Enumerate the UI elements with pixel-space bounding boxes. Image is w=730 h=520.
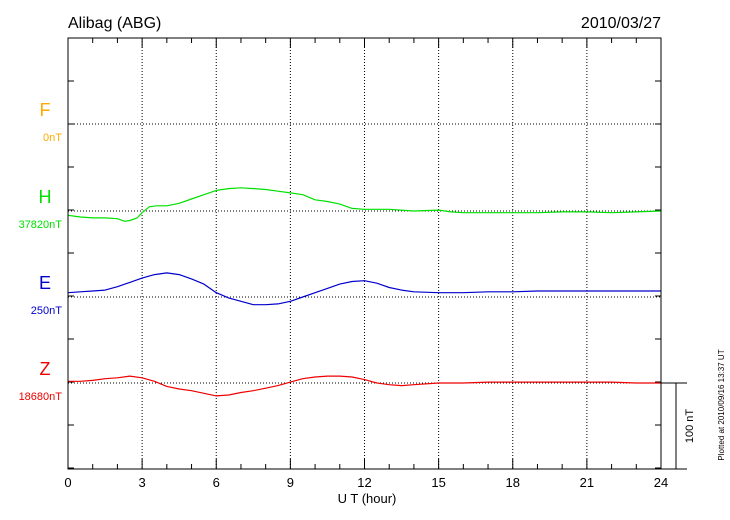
plot-frame <box>67 37 662 470</box>
component-label-h: H <box>39 187 52 207</box>
scale-bar <box>661 382 687 470</box>
x-tick-label: 18 <box>506 475 520 490</box>
trace-z <box>68 375 661 397</box>
component-label-f: F <box>40 100 51 120</box>
x-tick-label: 15 <box>431 475 445 490</box>
trace-e <box>67 272 661 306</box>
chart-date: 2010/03/27 <box>581 15 661 32</box>
plotted-at-footer: Plotted at 2010/09/16 13:37 UT <box>717 349 726 460</box>
baseline-value-f: 0nT <box>43 132 62 144</box>
x-tick-label: 3 <box>139 475 146 490</box>
x-tick-label: 21 <box>580 475 594 490</box>
x-tick-label: 9 <box>287 475 294 490</box>
x-tick-label: 6 <box>213 475 220 490</box>
x-tick-label: 0 <box>64 475 71 490</box>
x-tick-label: 12 <box>357 475 371 490</box>
x-axis-label: U T (hour) <box>338 491 397 506</box>
x-tick-label: 24 <box>654 475 668 490</box>
baseline-value-h: 37820nT <box>19 219 63 231</box>
baseline-value-e: 250nT <box>31 305 62 317</box>
component-label-e: E <box>39 273 51 293</box>
baseline-value-z: 18680nT <box>19 391 63 403</box>
component-label-z: Z <box>40 359 51 379</box>
scale-bar-label: 100 nT <box>684 409 696 444</box>
trace-h <box>67 187 662 222</box>
station-title: Alibag (ABG) <box>68 15 161 32</box>
